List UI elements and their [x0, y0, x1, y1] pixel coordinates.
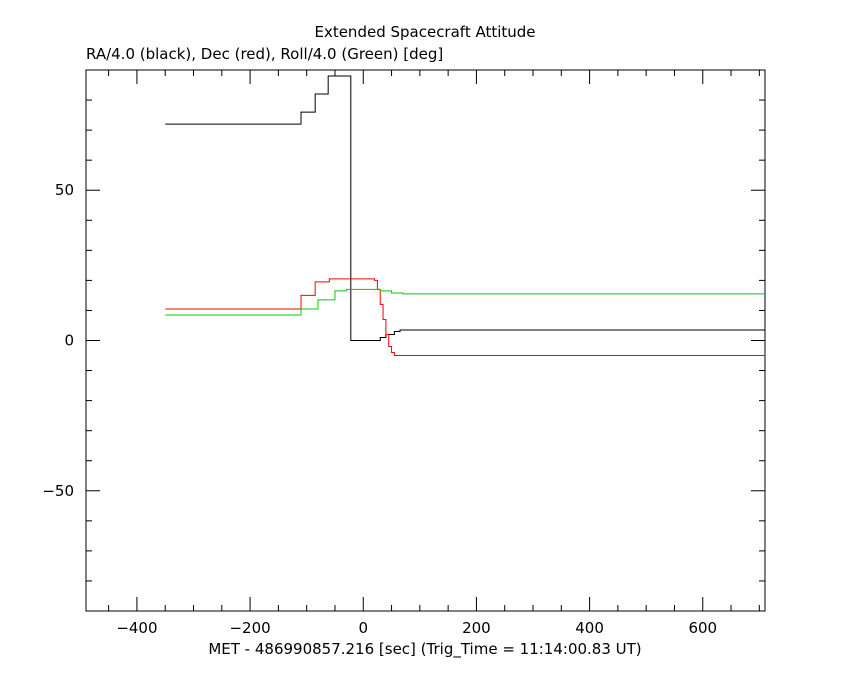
plot-frame	[85, 69, 766, 612]
x-tick-label: 400	[575, 619, 604, 637]
x-tick-label: −400	[116, 619, 157, 637]
series-line-0	[165, 75, 765, 341]
x-tick-label: 200	[462, 619, 491, 637]
x-tick-label: 0	[358, 619, 368, 637]
y-tick-label: −50	[42, 482, 74, 500]
y-tick-label: 50	[55, 181, 74, 199]
x-tick-label: −200	[229, 619, 270, 637]
series-line-1	[165, 278, 765, 357]
chart-title: Extended Spacecraft Attitude	[314, 23, 536, 41]
x-axis-label: MET - 486990857.216 [sec] (Trig_Time = 1…	[208, 640, 642, 658]
y-tick-label: 0	[64, 332, 74, 350]
x-tick-label: 600	[688, 619, 717, 637]
series-line-2	[165, 288, 765, 316]
chart-subtitle: RA/4.0 (black), Dec (red), Roll/4.0 (Gre…	[86, 45, 444, 63]
